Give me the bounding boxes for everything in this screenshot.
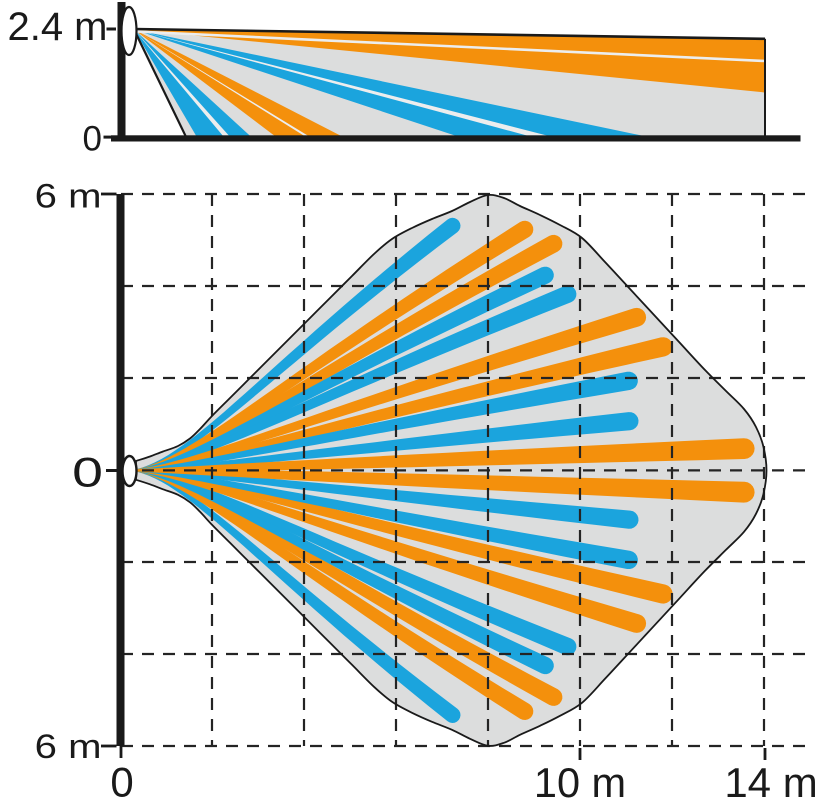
svg-text:0: 0 (83, 120, 102, 159)
svg-text:6 m: 6 m (35, 727, 102, 765)
svg-text:14 m: 14 m (724, 759, 817, 806)
svg-text:6 m: 6 m (35, 176, 102, 214)
svg-text:2.4 m: 2.4 m (7, 5, 107, 49)
svg-text:0: 0 (72, 449, 103, 496)
svg-text:0: 0 (110, 759, 133, 806)
svg-text:10 m: 10 m (534, 759, 626, 806)
